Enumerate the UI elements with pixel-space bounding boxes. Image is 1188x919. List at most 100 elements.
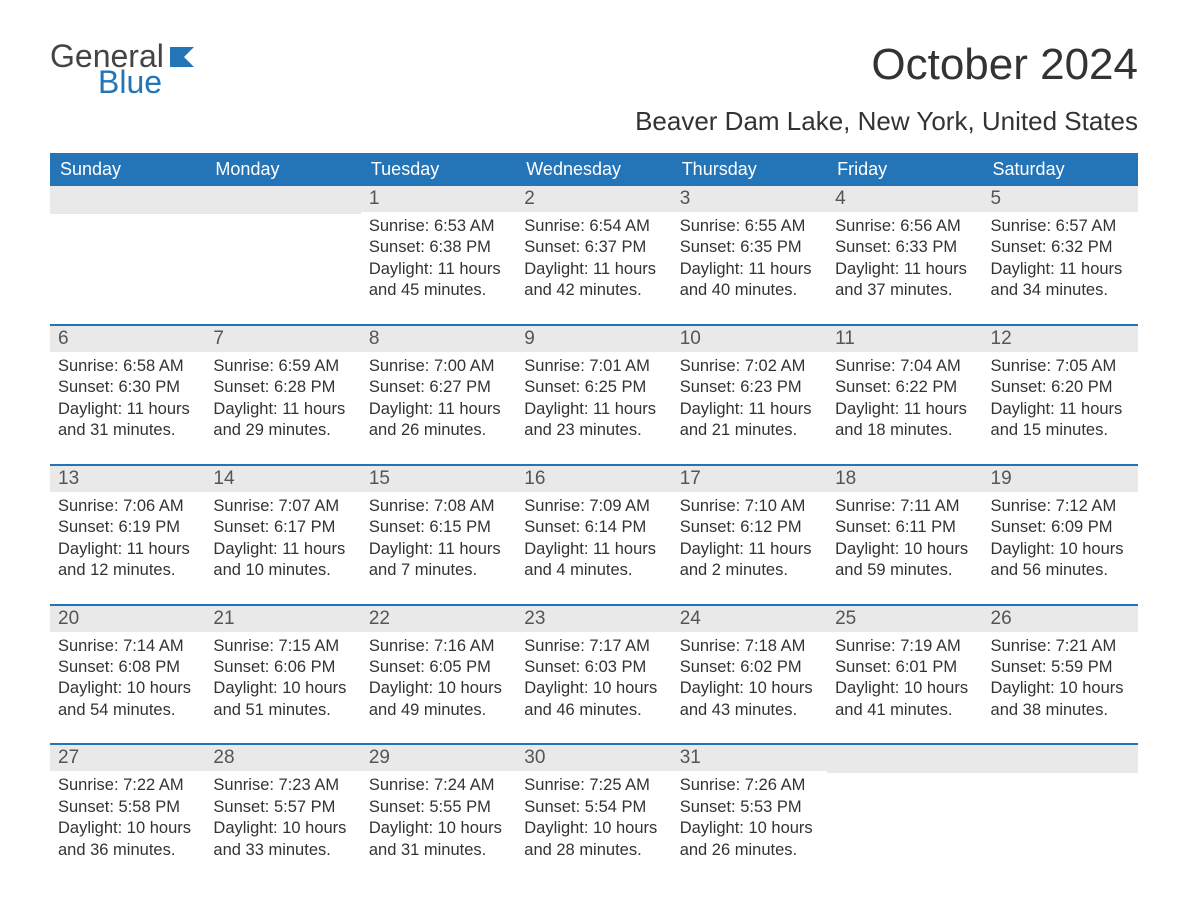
sunrise-line: Sunrise: 6:55 AM <box>680 216 819 237</box>
day-body <box>50 214 205 310</box>
sunset-line: Sunset: 6:22 PM <box>835 377 974 398</box>
sunset-line: Sunset: 6:05 PM <box>369 657 508 678</box>
weekday-header: Thursday <box>672 153 827 186</box>
location-subtitle: Beaver Dam Lake, New York, United States <box>50 106 1138 137</box>
sunset-line: Sunset: 5:54 PM <box>524 797 663 818</box>
sunrise-line: Sunrise: 7:23 AM <box>213 775 352 796</box>
daylight-line: Daylight: 11 hours and 7 minutes. <box>369 539 508 582</box>
day-number: 23 <box>516 606 671 632</box>
calendar-day-cell: 20Sunrise: 7:14 AMSunset: 6:08 PMDayligh… <box>50 606 205 730</box>
day-number: 21 <box>205 606 360 632</box>
day-number: 14 <box>205 466 360 492</box>
calendar-day-cell: 4Sunrise: 6:56 AMSunset: 6:33 PMDaylight… <box>827 186 982 310</box>
calendar-week: 20Sunrise: 7:14 AMSunset: 6:08 PMDayligh… <box>50 604 1138 730</box>
sunrise-line: Sunrise: 6:56 AM <box>835 216 974 237</box>
day-body: Sunrise: 7:11 AMSunset: 6:11 PMDaylight:… <box>827 492 982 590</box>
sunset-line: Sunset: 5:58 PM <box>58 797 197 818</box>
day-body: Sunrise: 7:22 AMSunset: 5:58 PMDaylight:… <box>50 771 205 869</box>
day-number: 27 <box>50 745 205 771</box>
sunset-line: Sunset: 6:17 PM <box>213 517 352 538</box>
daylight-line: Daylight: 10 hours and 54 minutes. <box>58 678 197 721</box>
sunset-line: Sunset: 6:37 PM <box>524 237 663 258</box>
day-number <box>827 745 982 773</box>
sunset-line: Sunset: 6:11 PM <box>835 517 974 538</box>
day-body: Sunrise: 7:12 AMSunset: 6:09 PMDaylight:… <box>983 492 1138 590</box>
day-number: 2 <box>516 186 671 212</box>
sunrise-line: Sunrise: 7:19 AM <box>835 636 974 657</box>
calendar-day-cell: 10Sunrise: 7:02 AMSunset: 6:23 PMDayligh… <box>672 326 827 450</box>
day-body: Sunrise: 7:19 AMSunset: 6:01 PMDaylight:… <box>827 632 982 730</box>
calendar-week: 1Sunrise: 6:53 AMSunset: 6:38 PMDaylight… <box>50 186 1138 310</box>
day-number: 30 <box>516 745 671 771</box>
calendar-day-cell <box>827 745 982 869</box>
sunrise-line: Sunrise: 7:21 AM <box>991 636 1130 657</box>
sunrise-line: Sunrise: 6:57 AM <box>991 216 1130 237</box>
day-number: 7 <box>205 326 360 352</box>
sunset-line: Sunset: 6:38 PM <box>369 237 508 258</box>
calendar-week: 6Sunrise: 6:58 AMSunset: 6:30 PMDaylight… <box>50 324 1138 450</box>
sunrise-line: Sunrise: 7:25 AM <box>524 775 663 796</box>
day-number: 6 <box>50 326 205 352</box>
weekday-header: Tuesday <box>361 153 516 186</box>
day-body: Sunrise: 7:26 AMSunset: 5:53 PMDaylight:… <box>672 771 827 869</box>
day-body: Sunrise: 7:17 AMSunset: 6:03 PMDaylight:… <box>516 632 671 730</box>
day-body <box>205 214 360 310</box>
day-body: Sunrise: 7:21 AMSunset: 5:59 PMDaylight:… <box>983 632 1138 730</box>
calendar-day-cell: 21Sunrise: 7:15 AMSunset: 6:06 PMDayligh… <box>205 606 360 730</box>
daylight-line: Daylight: 11 hours and 23 minutes. <box>524 399 663 442</box>
calendar-day-cell: 15Sunrise: 7:08 AMSunset: 6:15 PMDayligh… <box>361 466 516 590</box>
day-body: Sunrise: 7:10 AMSunset: 6:12 PMDaylight:… <box>672 492 827 590</box>
daylight-line: Daylight: 11 hours and 10 minutes. <box>213 539 352 582</box>
day-body <box>827 773 982 869</box>
sunset-line: Sunset: 6:32 PM <box>991 237 1130 258</box>
day-number: 10 <box>672 326 827 352</box>
day-body: Sunrise: 7:02 AMSunset: 6:23 PMDaylight:… <box>672 352 827 450</box>
sunset-line: Sunset: 6:02 PM <box>680 657 819 678</box>
calendar-day-cell: 19Sunrise: 7:12 AMSunset: 6:09 PMDayligh… <box>983 466 1138 590</box>
daylight-line: Daylight: 10 hours and 43 minutes. <box>680 678 819 721</box>
daylight-line: Daylight: 10 hours and 38 minutes. <box>991 678 1130 721</box>
calendar-day-cell: 3Sunrise: 6:55 AMSunset: 6:35 PMDaylight… <box>672 186 827 310</box>
daylight-line: Daylight: 10 hours and 36 minutes. <box>58 818 197 861</box>
calendar-day-cell: 8Sunrise: 7:00 AMSunset: 6:27 PMDaylight… <box>361 326 516 450</box>
daylight-line: Daylight: 11 hours and 26 minutes. <box>369 399 508 442</box>
sunset-line: Sunset: 5:53 PM <box>680 797 819 818</box>
sunset-line: Sunset: 6:08 PM <box>58 657 197 678</box>
daylight-line: Daylight: 11 hours and 2 minutes. <box>680 539 819 582</box>
calendar-day-cell: 9Sunrise: 7:01 AMSunset: 6:25 PMDaylight… <box>516 326 671 450</box>
calendar-day-cell: 27Sunrise: 7:22 AMSunset: 5:58 PMDayligh… <box>50 745 205 869</box>
calendar-day-cell: 26Sunrise: 7:21 AMSunset: 5:59 PMDayligh… <box>983 606 1138 730</box>
sunrise-line: Sunrise: 6:58 AM <box>58 356 197 377</box>
day-body: Sunrise: 7:08 AMSunset: 6:15 PMDaylight:… <box>361 492 516 590</box>
day-body: Sunrise: 7:24 AMSunset: 5:55 PMDaylight:… <box>361 771 516 869</box>
calendar-day-cell: 31Sunrise: 7:26 AMSunset: 5:53 PMDayligh… <box>672 745 827 869</box>
sunrise-line: Sunrise: 6:59 AM <box>213 356 352 377</box>
day-number: 3 <box>672 186 827 212</box>
day-body: Sunrise: 7:23 AMSunset: 5:57 PMDaylight:… <box>205 771 360 869</box>
daylight-line: Daylight: 11 hours and 40 minutes. <box>680 259 819 302</box>
calendar: SundayMondayTuesdayWednesdayThursdayFrid… <box>50 153 1138 869</box>
daylight-line: Daylight: 11 hours and 34 minutes. <box>991 259 1130 302</box>
calendar-day-cell: 14Sunrise: 7:07 AMSunset: 6:17 PMDayligh… <box>205 466 360 590</box>
weekday-header: Monday <box>205 153 360 186</box>
calendar-day-cell: 28Sunrise: 7:23 AMSunset: 5:57 PMDayligh… <box>205 745 360 869</box>
sunrise-line: Sunrise: 6:54 AM <box>524 216 663 237</box>
daylight-line: Daylight: 11 hours and 21 minutes. <box>680 399 819 442</box>
sunrise-line: Sunrise: 7:11 AM <box>835 496 974 517</box>
calendar-day-cell <box>983 745 1138 869</box>
daylight-line: Daylight: 11 hours and 18 minutes. <box>835 399 974 442</box>
day-body <box>983 773 1138 869</box>
calendar-day-cell: 11Sunrise: 7:04 AMSunset: 6:22 PMDayligh… <box>827 326 982 450</box>
sunrise-line: Sunrise: 7:06 AM <box>58 496 197 517</box>
day-number: 28 <box>205 745 360 771</box>
calendar-day-cell: 29Sunrise: 7:24 AMSunset: 5:55 PMDayligh… <box>361 745 516 869</box>
calendar-day-cell: 24Sunrise: 7:18 AMSunset: 6:02 PMDayligh… <box>672 606 827 730</box>
day-number: 17 <box>672 466 827 492</box>
sunset-line: Sunset: 5:57 PM <box>213 797 352 818</box>
sunrise-line: Sunrise: 7:22 AM <box>58 775 197 796</box>
sunset-line: Sunset: 6:27 PM <box>369 377 508 398</box>
daylight-line: Daylight: 10 hours and 46 minutes. <box>524 678 663 721</box>
calendar-day-cell: 5Sunrise: 6:57 AMSunset: 6:32 PMDaylight… <box>983 186 1138 310</box>
day-body: Sunrise: 7:14 AMSunset: 6:08 PMDaylight:… <box>50 632 205 730</box>
daylight-line: Daylight: 11 hours and 12 minutes. <box>58 539 197 582</box>
